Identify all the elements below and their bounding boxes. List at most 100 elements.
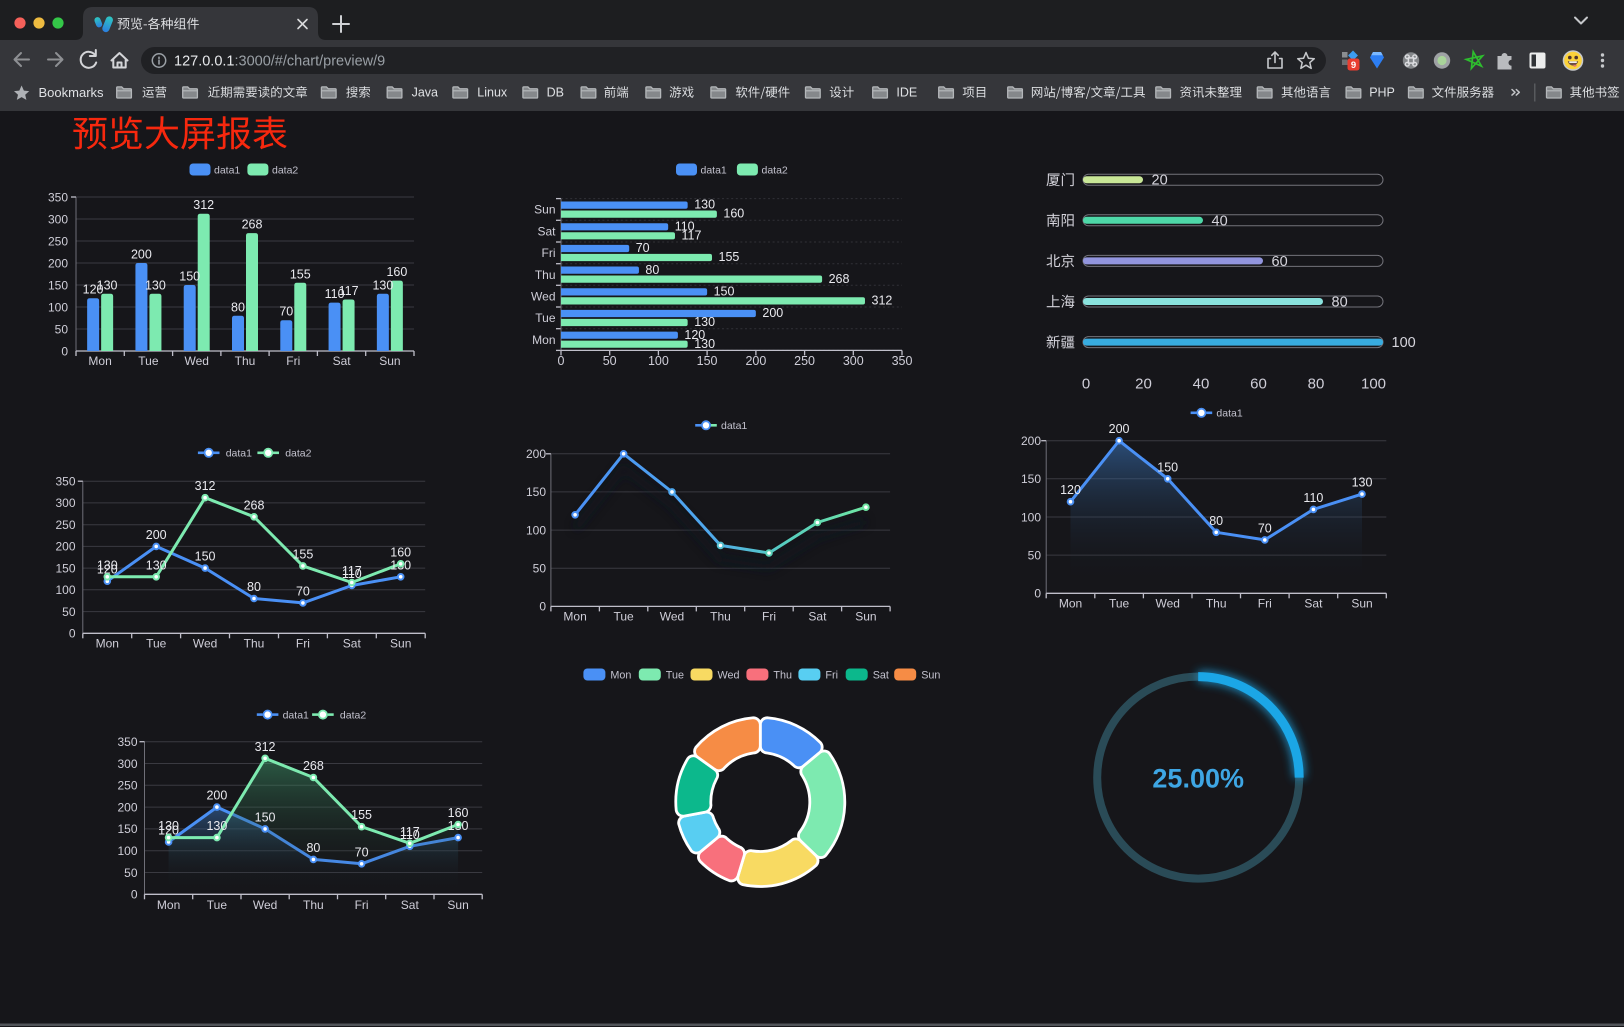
svg-text:Wed: Wed — [1155, 597, 1179, 611]
svg-text:200: 200 — [1109, 422, 1130, 436]
svg-text:20: 20 — [1152, 173, 1168, 189]
svg-text:130: 130 — [145, 278, 166, 292]
svg-text:80: 80 — [1332, 295, 1348, 311]
svg-text:150: 150 — [179, 270, 200, 284]
svg-text:Sun: Sun — [855, 609, 876, 623]
svg-text:160: 160 — [386, 265, 407, 279]
svg-text:data1: data1 — [721, 420, 747, 432]
svg-text:350: 350 — [892, 354, 913, 368]
svg-text:Sat: Sat — [808, 609, 827, 623]
svg-text:50: 50 — [1028, 548, 1042, 562]
svg-text:312: 312 — [872, 293, 893, 307]
svg-text:data1: data1 — [226, 448, 252, 460]
svg-text:Mon: Mon — [1059, 597, 1082, 611]
svg-text:Wed: Wed — [718, 670, 740, 682]
svg-text:0: 0 — [69, 627, 76, 641]
svg-text:data2: data2 — [285, 448, 311, 460]
svg-text:130: 130 — [97, 558, 118, 572]
svg-text:25.00%: 25.00% — [1152, 764, 1244, 794]
svg-text:200: 200 — [206, 789, 227, 803]
svg-text:200: 200 — [117, 800, 137, 814]
svg-text:Thu: Thu — [244, 636, 265, 650]
svg-text:150: 150 — [117, 822, 137, 836]
svg-text:Wed: Wed — [193, 636, 217, 650]
svg-text:40: 40 — [1212, 213, 1228, 229]
svg-text:200: 200 — [526, 447, 546, 461]
svg-text:data1: data1 — [1216, 408, 1242, 420]
svg-text:100: 100 — [1392, 335, 1416, 351]
svg-text:60: 60 — [1272, 254, 1288, 270]
svg-text:70: 70 — [1258, 521, 1272, 535]
svg-text:200: 200 — [745, 354, 766, 368]
svg-text:Tue: Tue — [613, 609, 634, 623]
svg-text:268: 268 — [829, 272, 850, 286]
svg-text:Sat: Sat — [537, 224, 556, 238]
svg-text:Tue: Tue — [666, 670, 684, 682]
svg-text:350: 350 — [117, 735, 137, 749]
svg-text:130: 130 — [1352, 476, 1373, 490]
svg-text:150: 150 — [48, 278, 68, 292]
svg-text:117: 117 — [400, 825, 420, 839]
svg-text:Fri: Fri — [825, 670, 838, 682]
svg-text:110: 110 — [400, 828, 420, 842]
svg-text:200: 200 — [131, 248, 152, 262]
svg-text:Tue: Tue — [207, 898, 228, 912]
svg-text:160: 160 — [390, 545, 411, 559]
svg-text:110: 110 — [675, 219, 695, 233]
svg-text:150: 150 — [1157, 460, 1178, 474]
svg-text:Mon: Mon — [88, 354, 111, 368]
svg-text:IDE: IDE — [896, 86, 917, 100]
svg-text:300: 300 — [48, 212, 68, 226]
svg-text:50: 50 — [55, 322, 69, 336]
svg-text:PHP: PHP — [1369, 86, 1395, 100]
svg-text:120: 120 — [158, 824, 179, 838]
svg-text:0: 0 — [1082, 376, 1090, 393]
svg-text:100: 100 — [117, 844, 137, 858]
svg-text:350: 350 — [48, 190, 68, 204]
svg-text:Sun: Sun — [379, 354, 400, 368]
svg-text:Fri: Fri — [762, 609, 776, 623]
svg-text:Thu: Thu — [1206, 597, 1227, 611]
svg-text:60: 60 — [1250, 376, 1267, 393]
svg-text:data2: data2 — [340, 709, 366, 721]
svg-text:100: 100 — [526, 523, 546, 537]
svg-text:DB: DB — [547, 86, 564, 100]
svg-text:200: 200 — [146, 528, 167, 542]
svg-text:110: 110 — [1303, 491, 1323, 505]
svg-text:0: 0 — [1034, 587, 1041, 601]
svg-text:100: 100 — [48, 300, 68, 314]
svg-text:130: 130 — [158, 819, 179, 833]
svg-text:Tue: Tue — [146, 636, 167, 650]
svg-text:Mon: Mon — [96, 636, 119, 650]
svg-text:160: 160 — [448, 806, 469, 820]
svg-text:Linux: Linux — [477, 86, 508, 100]
svg-text:data2: data2 — [762, 165, 788, 177]
svg-text:350: 350 — [55, 475, 75, 489]
svg-text:Sun: Sun — [921, 670, 940, 682]
svg-text:120: 120 — [684, 328, 705, 342]
svg-text:100: 100 — [1021, 510, 1041, 524]
svg-text:150: 150 — [526, 485, 546, 499]
svg-text:Fri: Fri — [286, 354, 300, 368]
svg-text:0: 0 — [539, 600, 546, 614]
svg-text:Fri: Fri — [1258, 597, 1272, 611]
svg-text:data1: data1 — [283, 709, 309, 721]
svg-text:150: 150 — [697, 354, 718, 368]
svg-text:Sun: Sun — [390, 636, 411, 650]
svg-text:200: 200 — [55, 540, 75, 554]
svg-text:300: 300 — [843, 354, 864, 368]
svg-text:Java: Java — [412, 86, 438, 100]
svg-text:Mon: Mon — [532, 333, 555, 347]
svg-text:150: 150 — [255, 810, 276, 824]
svg-text:268: 268 — [303, 759, 324, 773]
svg-text:Fri: Fri — [296, 636, 310, 650]
svg-text:200: 200 — [1021, 434, 1041, 448]
svg-text:Sat: Sat — [873, 670, 889, 682]
svg-text:130: 130 — [146, 558, 167, 572]
svg-text:130: 130 — [372, 278, 393, 292]
svg-text:120: 120 — [83, 283, 104, 297]
svg-text:50: 50 — [533, 562, 547, 576]
svg-text:Wed: Wed — [531, 290, 555, 304]
svg-text:130: 130 — [206, 819, 227, 833]
svg-text:Wed: Wed — [184, 354, 208, 368]
